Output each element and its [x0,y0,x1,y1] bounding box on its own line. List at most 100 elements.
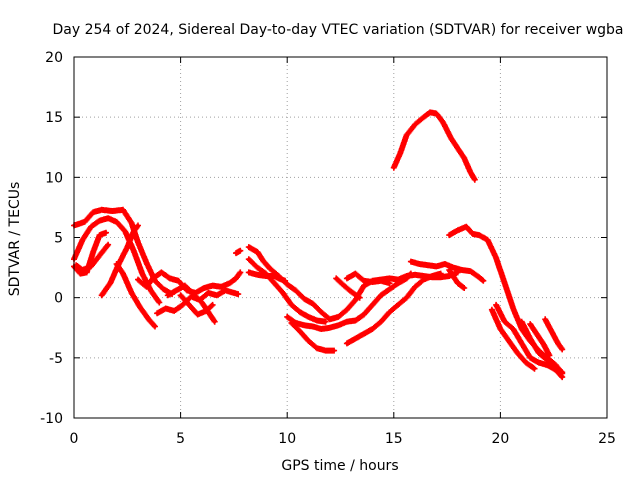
data-point [319,310,323,314]
data-point [149,288,153,293]
data-point [80,268,85,272]
data-point [302,297,306,301]
data-point [172,309,176,313]
data-point [328,326,332,330]
data-point [238,249,242,253]
data-point [473,178,477,182]
series-marks [71,215,163,306]
data-point [144,285,149,289]
data-point [289,303,294,307]
data-point [223,288,227,293]
data-point [183,284,187,288]
data-point [247,257,251,261]
data-point [398,151,402,155]
data-point [283,279,287,283]
data-point [323,349,328,353]
series-s28 [527,321,553,359]
data-point [123,229,127,234]
data-point [332,349,336,353]
data-point [306,315,311,319]
series-s19 [343,270,444,347]
data-point [468,269,473,273]
data-point [213,320,217,324]
data-point [262,259,266,264]
data-point [89,225,93,229]
data-point [353,336,358,341]
data-point [302,323,306,327]
data-point [191,292,195,296]
data-point [353,272,358,276]
data-point [387,281,392,285]
data-point [298,310,302,314]
data-point [413,122,417,126]
data-point [447,268,451,272]
data-point [464,225,468,229]
data-point [486,238,490,242]
data-point [155,311,159,315]
data-point [430,274,434,278]
data-point [443,262,447,266]
data-point [439,272,443,276]
data-point [323,320,328,324]
data-point [507,339,511,343]
data-point [462,286,466,290]
data-point [494,303,498,307]
x-tick-label: 0 [70,431,79,447]
data-point [104,231,108,235]
data-point [545,358,549,362]
data-point [560,375,564,379]
x-tick-label: 10 [278,431,296,447]
data-point [362,332,366,336]
data-point [471,232,475,236]
data-point [138,305,142,309]
data-point [174,288,178,293]
data-point [298,329,302,333]
data-point [219,285,223,289]
data-point [334,276,338,281]
data-point [100,293,104,297]
data-point [115,262,119,266]
data-point [106,243,110,247]
data-point [125,245,129,249]
data-point [315,318,319,323]
data-point [132,249,136,253]
data-point [97,253,102,258]
data-point [498,327,502,331]
data-point [168,276,172,281]
data-point [83,220,87,224]
data-point [315,346,319,350]
data-point [532,367,537,371]
data-point [196,312,200,317]
series-s27 [542,316,566,353]
data-point [434,111,439,116]
data-point [136,278,140,282]
series-s14 [245,269,289,284]
data-point [311,324,315,329]
data-point [132,229,136,234]
data-point [456,281,460,285]
data-point [255,273,259,277]
data-point [447,233,451,237]
data-point [468,170,473,175]
series-s21 [407,258,487,284]
y-axis-label: SDTVAR / TECUs [7,182,23,297]
series-s1 [71,206,176,298]
data-point [370,327,375,331]
data-point [215,293,219,297]
x-axis-label: GPS time / hours [281,458,398,474]
data-point [387,310,392,314]
data-point [460,268,464,272]
data-point [289,321,294,325]
data-point [537,351,541,355]
data-point [503,320,507,324]
data-point [409,259,413,264]
data-point [341,282,345,287]
data-point [228,281,232,285]
data-point [462,156,466,160]
data-point [494,256,498,260]
y-tick-label: 5 [54,231,63,247]
series-s17 [333,275,363,301]
data-point [206,291,210,295]
x-tick-label: 25 [598,431,616,447]
